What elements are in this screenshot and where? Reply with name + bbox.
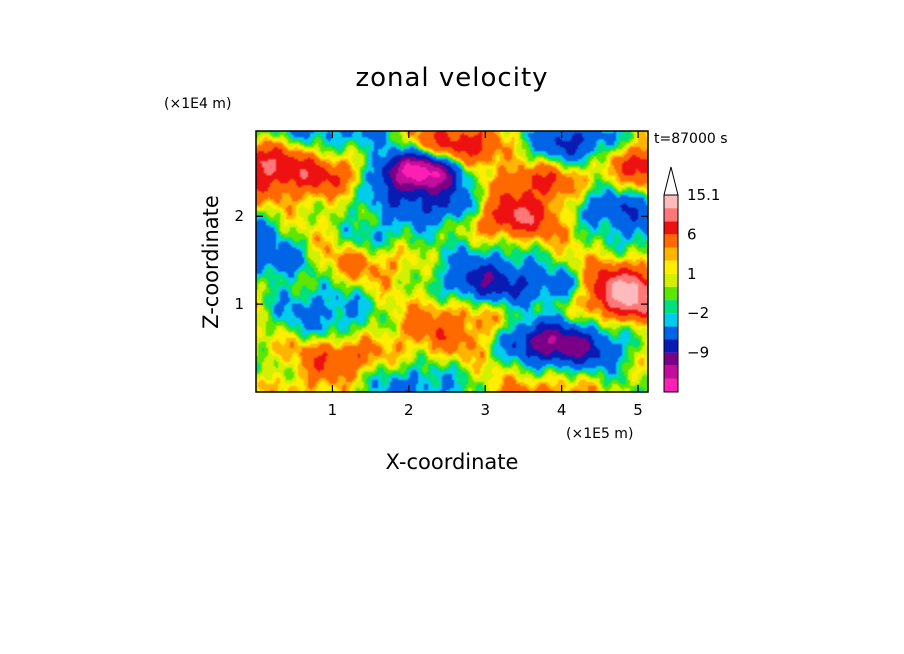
colorbar-swatch xyxy=(664,273,678,287)
y-tick-label: 2 xyxy=(234,207,244,225)
colorbar-swatch xyxy=(664,313,678,327)
colorbar-swatch xyxy=(664,286,678,301)
x-tick-label: 4 xyxy=(557,401,567,419)
y-axis-label: Z-coordinate xyxy=(199,195,223,329)
colorbar-swatch xyxy=(664,234,678,248)
colorbar-swatch xyxy=(664,352,678,366)
colorbar-swatch xyxy=(664,208,678,222)
colorbar-swatch xyxy=(664,195,678,209)
colorbar-swatch xyxy=(664,300,678,314)
time-label: t=87000 s xyxy=(654,131,728,147)
y-axis-unit: (×1E4 m) xyxy=(164,96,231,112)
colorbar-swatch xyxy=(664,221,678,235)
x-tick-label: 3 xyxy=(480,401,490,419)
colorbar-extend-arrow xyxy=(663,166,679,196)
colorbar-swatch xyxy=(664,339,678,353)
colorbar-label: 15.1 xyxy=(687,186,720,204)
colorbar-swatch xyxy=(664,365,678,379)
colorbar-swatch xyxy=(664,247,678,261)
x-axis-unit: (×1E5 m) xyxy=(566,426,633,442)
x-tick-label: 1 xyxy=(328,401,338,419)
colorbar-label: 1 xyxy=(687,265,697,283)
colorbar-swatch xyxy=(664,326,678,340)
chart-title: zonal velocity xyxy=(355,63,548,93)
axis-ticks: 1 2 3 4 5 1 2 xyxy=(234,131,648,419)
plot-frame xyxy=(255,130,649,393)
colorbar-label: −9 xyxy=(687,344,709,362)
colorbar-label: 6 xyxy=(687,225,697,243)
plot-area xyxy=(255,130,649,393)
colorbar: 15.1 6 1 −2 −9 xyxy=(663,166,720,393)
colorbar-label: −2 xyxy=(687,304,709,322)
heatmap-field xyxy=(256,131,648,392)
colorbar-swatch xyxy=(664,378,678,392)
colorbar-swatch xyxy=(664,260,678,274)
x-tick-label: 2 xyxy=(404,401,414,419)
y-tick-label: 1 xyxy=(234,295,244,313)
x-tick-label: 5 xyxy=(633,401,643,419)
x-axis-label: X-coordinate xyxy=(386,450,519,474)
